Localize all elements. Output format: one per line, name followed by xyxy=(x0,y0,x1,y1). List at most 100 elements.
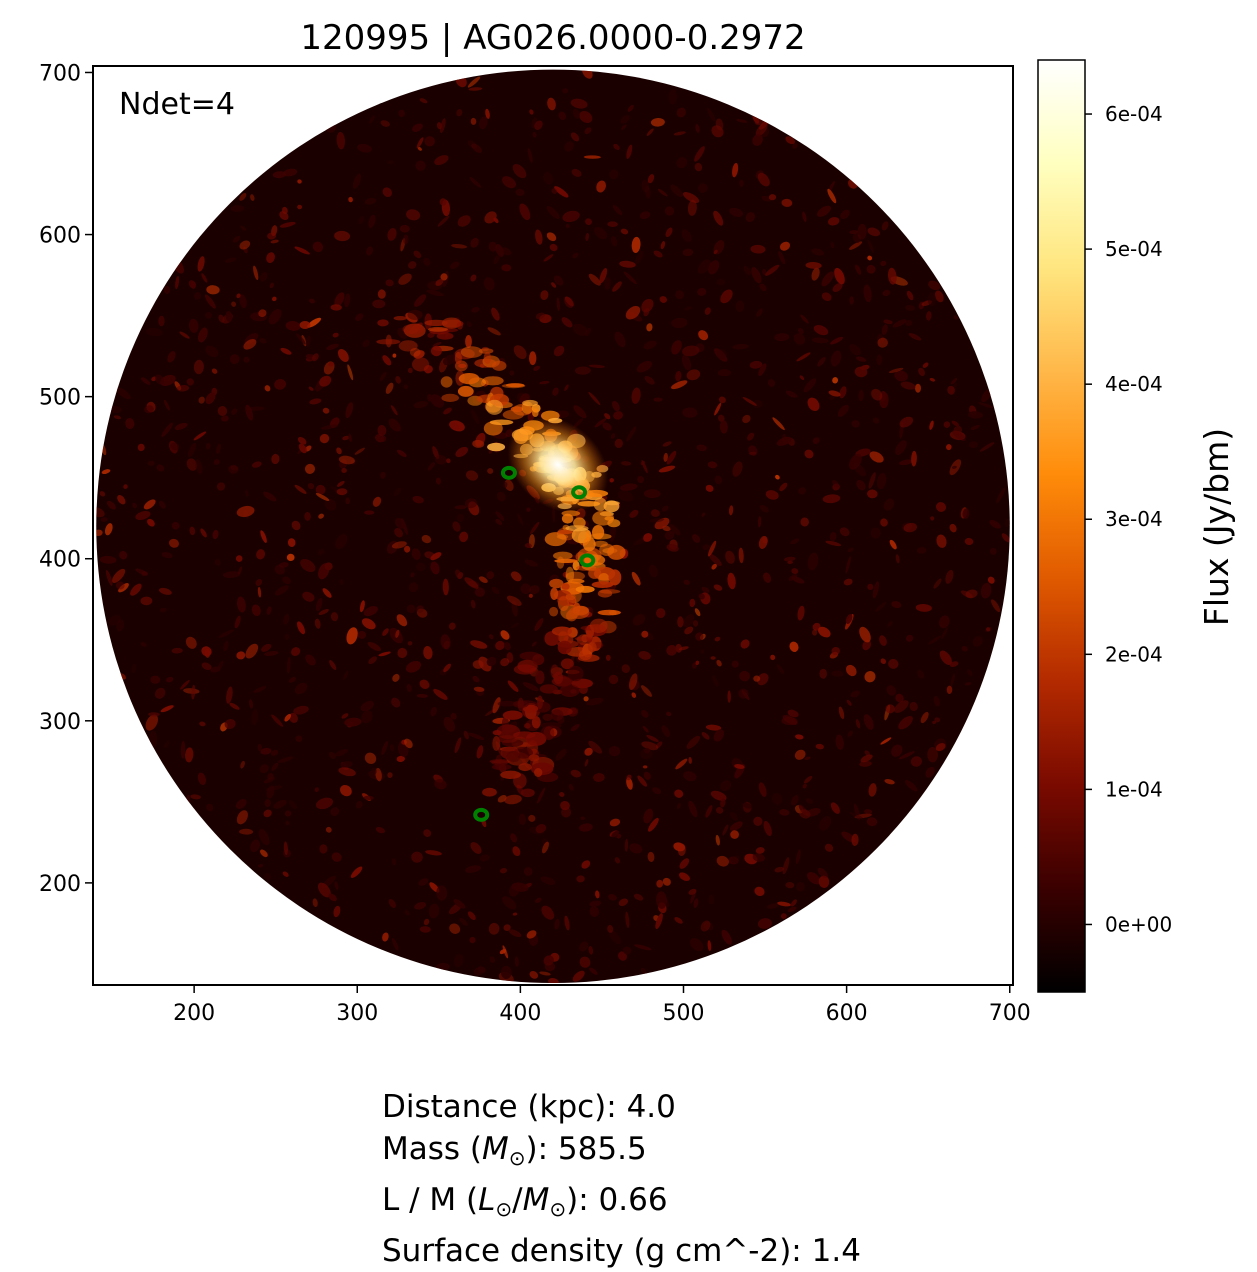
noise-blob xyxy=(407,367,413,374)
noise-blob xyxy=(675,758,688,770)
filament-blob xyxy=(412,357,430,372)
noise-blob xyxy=(568,784,574,791)
noise-blob xyxy=(811,629,818,636)
noise-blob xyxy=(112,568,126,583)
noise-blob xyxy=(131,663,137,674)
noise-blob xyxy=(354,447,365,455)
noise-blob xyxy=(272,171,287,179)
filament-blob xyxy=(537,695,543,710)
noise-blob xyxy=(705,724,722,731)
noise-blob xyxy=(695,632,704,641)
noise-blob xyxy=(845,614,853,624)
noise-blob xyxy=(459,917,468,926)
noise-blob xyxy=(279,221,296,228)
noise-blob xyxy=(96,506,105,518)
noise-blob xyxy=(739,670,750,682)
noise-blob xyxy=(391,697,401,708)
noise-blob xyxy=(710,790,727,801)
noise-blob xyxy=(573,418,584,429)
noise-blob xyxy=(608,674,619,685)
noise-blob xyxy=(552,387,559,396)
noise-blob xyxy=(584,747,593,756)
noise-blob xyxy=(972,636,983,647)
noise-blob xyxy=(927,747,939,763)
noise-blob xyxy=(996,487,1006,503)
noise-blob xyxy=(163,285,171,294)
noise-blob xyxy=(609,169,619,180)
noise-blob xyxy=(288,712,298,723)
noise-blob xyxy=(543,955,554,966)
noise-blob xyxy=(611,830,620,838)
filament-blob xyxy=(579,684,588,694)
noise-blob xyxy=(891,601,902,609)
noise-blob xyxy=(132,502,138,509)
noise-blob xyxy=(758,535,768,549)
noise-blob xyxy=(759,504,769,513)
noise-blob xyxy=(315,492,330,502)
noise-blob xyxy=(430,552,442,561)
noise-blob xyxy=(731,660,739,668)
noise-blob xyxy=(191,684,196,700)
noise-blob xyxy=(843,578,853,586)
noise-blob xyxy=(240,225,247,231)
noise-blob xyxy=(624,839,629,852)
noise-blob xyxy=(501,176,517,189)
filament-blob xyxy=(523,704,539,713)
noise-blob xyxy=(922,362,929,368)
noise-blob xyxy=(641,630,649,638)
noise-blob xyxy=(350,866,363,878)
noise-blob xyxy=(375,826,385,834)
noise-blob xyxy=(470,274,477,282)
noise-blob xyxy=(261,643,272,652)
noise-blob xyxy=(604,277,611,290)
noise-blob xyxy=(950,673,956,687)
noise-blob xyxy=(755,847,765,854)
noise-blob xyxy=(248,699,254,709)
noise-blob xyxy=(594,226,608,240)
noise-blob xyxy=(659,296,668,303)
noise-blob xyxy=(633,893,644,901)
noise-blob xyxy=(258,829,270,845)
noise-blob xyxy=(717,369,731,377)
noise-blob xyxy=(526,930,537,939)
noise-blob xyxy=(543,172,554,185)
noise-blob xyxy=(634,944,652,951)
noise-blob xyxy=(326,343,339,351)
noise-blob xyxy=(171,647,183,654)
noise-blob xyxy=(626,774,632,781)
noise-blob xyxy=(479,854,490,862)
noise-blob xyxy=(631,236,641,253)
noise-blob xyxy=(288,800,298,810)
noise-blob xyxy=(714,636,721,642)
lm-label: L / M ( xyxy=(382,1182,479,1218)
noise-blob xyxy=(564,141,574,152)
noise-blob xyxy=(619,483,638,491)
noise-blob xyxy=(713,210,724,226)
noise-blob xyxy=(387,772,393,778)
noise-blob xyxy=(228,464,239,474)
noise-blob xyxy=(949,523,957,533)
noise-blob xyxy=(933,695,940,707)
noise-blob xyxy=(395,629,400,638)
noise-blob xyxy=(264,873,271,881)
noise-blob xyxy=(229,354,240,364)
noise-blob xyxy=(989,547,997,555)
noise-blob xyxy=(403,545,411,553)
noise-blob xyxy=(465,498,478,509)
lm-line: L / M (L⊙/M⊙): 0.66 xyxy=(382,1179,861,1230)
noise-blob xyxy=(614,857,621,864)
noise-blob xyxy=(561,317,573,328)
noise-blob xyxy=(684,626,694,635)
filament-blob xyxy=(549,606,559,617)
noise-blob xyxy=(953,315,959,320)
noise-blob xyxy=(502,481,508,489)
noise-blob xyxy=(505,429,513,438)
noise-blob xyxy=(593,773,605,782)
noise-blob xyxy=(338,767,356,777)
noise-blob xyxy=(553,275,564,286)
noise-blob xyxy=(427,462,436,471)
noise-blob xyxy=(641,710,649,718)
noise-blob xyxy=(894,370,908,382)
noise-blob xyxy=(465,865,481,873)
noise-blob xyxy=(314,787,319,793)
